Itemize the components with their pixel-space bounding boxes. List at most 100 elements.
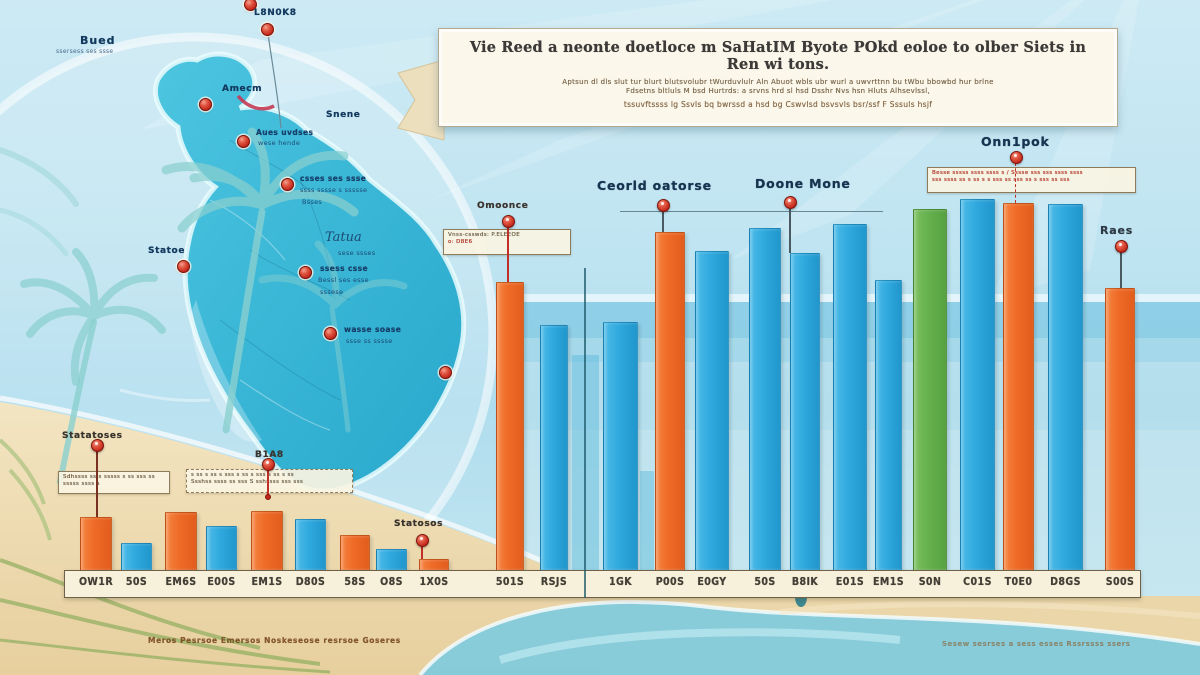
map-label: Aues uvdses: [256, 128, 314, 137]
shoreline-foam-art: [0, 395, 608, 595]
pin-label: Doone Mone: [755, 176, 851, 191]
callout-text: Ssshss ssss ss sss S sshssss sss sss: [191, 479, 304, 485]
x-axis-tick-label: C01S: [963, 576, 992, 589]
map-label: wese hende: [258, 139, 301, 147]
map-label: ssse ss sssse: [346, 337, 393, 345]
x-axis-tick-label: S0N: [918, 576, 942, 589]
x-axis-tick-label: D80S: [295, 576, 326, 589]
pin-leader-line: [1015, 163, 1016, 203]
pin-leader-line: [96, 451, 98, 517]
chart-bar: [1003, 203, 1034, 571]
callout-box: Besse sssss ssss ssss s / Sssse sss sss …: [927, 167, 1136, 193]
location-pin-icon: [1009, 150, 1023, 164]
pin-label: Raes: [1100, 224, 1134, 237]
marker-dot: [265, 494, 271, 500]
map-pin-icon: [438, 365, 452, 379]
chart-bar: [340, 535, 370, 571]
chart-bar: [790, 253, 820, 571]
chart-bar: [80, 517, 112, 571]
callout-text: Besse sssss ssss ssss s / Sssse sss sss …: [932, 170, 1083, 176]
palm-trees-art: [0, 127, 408, 485]
bottom-right-caption: Sesew sesrses a sess esses Rssrssss sser…: [942, 640, 1131, 648]
title-subtitle-2: Fdsetns bltluls M bsd Hurtrds: a srvns h…: [626, 87, 930, 95]
chart-bar: [540, 325, 568, 571]
pin-label: Statatoses: [62, 431, 123, 441]
chart-bar: [833, 224, 867, 571]
x-axis-tick-label: 1GK: [609, 576, 632, 589]
chart-bar-ghost: [572, 355, 599, 571]
title-banner: Vie Reed a neonte doetloce m SaHatIM Byo…: [438, 28, 1118, 127]
x-axis-tick-label: S00S: [1105, 576, 1135, 589]
x-axis-tick-label: E01S: [835, 576, 865, 589]
chart-bar: [960, 199, 995, 571]
chart-bar: [376, 549, 407, 571]
map-label: Snene: [326, 110, 361, 120]
chart-bar: [165, 512, 197, 571]
x-axis-tick-label: OW1R: [78, 576, 114, 589]
chart-bar: [1105, 288, 1135, 571]
pin-label: Omoonce: [477, 201, 529, 211]
location-pin-icon: [415, 533, 429, 547]
callout-text: sssss ssss s: [63, 481, 100, 487]
callout-text: Vnss-csswds: P.ELEEOE: [448, 232, 521, 238]
pin-leader-line: [267, 470, 269, 497]
location-pin-icon: [1114, 239, 1128, 253]
chart-bar: [655, 232, 685, 571]
chart-divider-line: [584, 268, 586, 598]
x-axis-tick-label: EM1S: [873, 576, 904, 589]
x-axis-tick-label: EM1S: [251, 576, 283, 589]
x-axis-tick-label: 501S: [495, 576, 525, 589]
x-axis-tick-label: EM6S: [165, 576, 197, 589]
map-label: Bsses: [302, 198, 323, 206]
map-pin-icon: [243, 0, 257, 11]
location-pin-icon: [656, 198, 670, 212]
location-pin-icon: [261, 457, 275, 471]
annotation-connector-line: [620, 211, 883, 213]
map-label: ssersess ses ssse: [56, 48, 114, 55]
pin-label: Statosos: [394, 519, 444, 529]
title-subtitle-1: Aptsun dl dls slut tur blurt blutsvolubr…: [562, 78, 994, 86]
pin-leader-line: [507, 227, 509, 282]
chart-bar: [603, 322, 638, 571]
bottom-water-art: [420, 601, 1200, 675]
chart-bar: [121, 543, 152, 571]
pin-leader-line: [662, 211, 664, 232]
chart-bar: [206, 526, 237, 571]
location-pin-icon: [90, 438, 104, 452]
map-pin-icon: [323, 326, 337, 340]
callout-text: s ss s ss s sss s ss s sss s ss s ss: [191, 472, 295, 478]
map-label: Tatua: [325, 230, 362, 245]
route-arc-art: [236, 94, 275, 111]
pin-leader-line: [789, 208, 791, 253]
location-pin-icon: [501, 214, 515, 228]
x-axis-tick-label: P00S: [655, 576, 685, 589]
map-label: wasse soase: [344, 325, 402, 334]
map-label: ssess csse: [320, 264, 369, 273]
map-label: Amecm: [222, 84, 263, 94]
x-axis-tick-label: RSJS: [540, 576, 568, 589]
x-axis: [64, 570, 1141, 598]
chart-bar: [295, 519, 326, 571]
x-axis-tick-label: 50S: [125, 576, 148, 589]
x-axis-tick-label: O8S: [380, 576, 403, 589]
title-subtitle-3: tssuvftssss lg Ssvls bq bwrssd a hsd bg …: [623, 100, 933, 109]
map-label: L8N0K8: [254, 8, 297, 18]
location-pin-icon: [783, 195, 797, 209]
x-axis-tick-label: E00S: [207, 576, 236, 589]
x-axis-tick-label: D8GS: [1050, 576, 1081, 589]
chart-bar: [913, 209, 947, 571]
callout-box: Sdhssss ss s sssss s ss sss ss sssss ssss…: [58, 471, 170, 494]
x-axis-tick-label: 1X0S: [419, 576, 449, 589]
pin-label: Ceorld oatorse: [597, 178, 712, 193]
chart-bar-ghost: [640, 471, 654, 571]
page-title: Vie Reed a neonte doetloce m SaHatIM Byo…: [469, 39, 1087, 73]
callout-text: Sdhssss ss s sssss s ss sss ss: [63, 474, 156, 480]
x-axis-tick-label: E0GY: [697, 576, 727, 589]
map-label: Bessl ses esse: [318, 276, 369, 284]
x-axis-tick-label: T0E0: [1004, 576, 1033, 589]
map-label: csses ses ssse: [300, 174, 367, 183]
map-label: sese ssses: [338, 249, 376, 257]
map-pin-icon: [176, 259, 190, 273]
chart-bar: [749, 228, 781, 571]
